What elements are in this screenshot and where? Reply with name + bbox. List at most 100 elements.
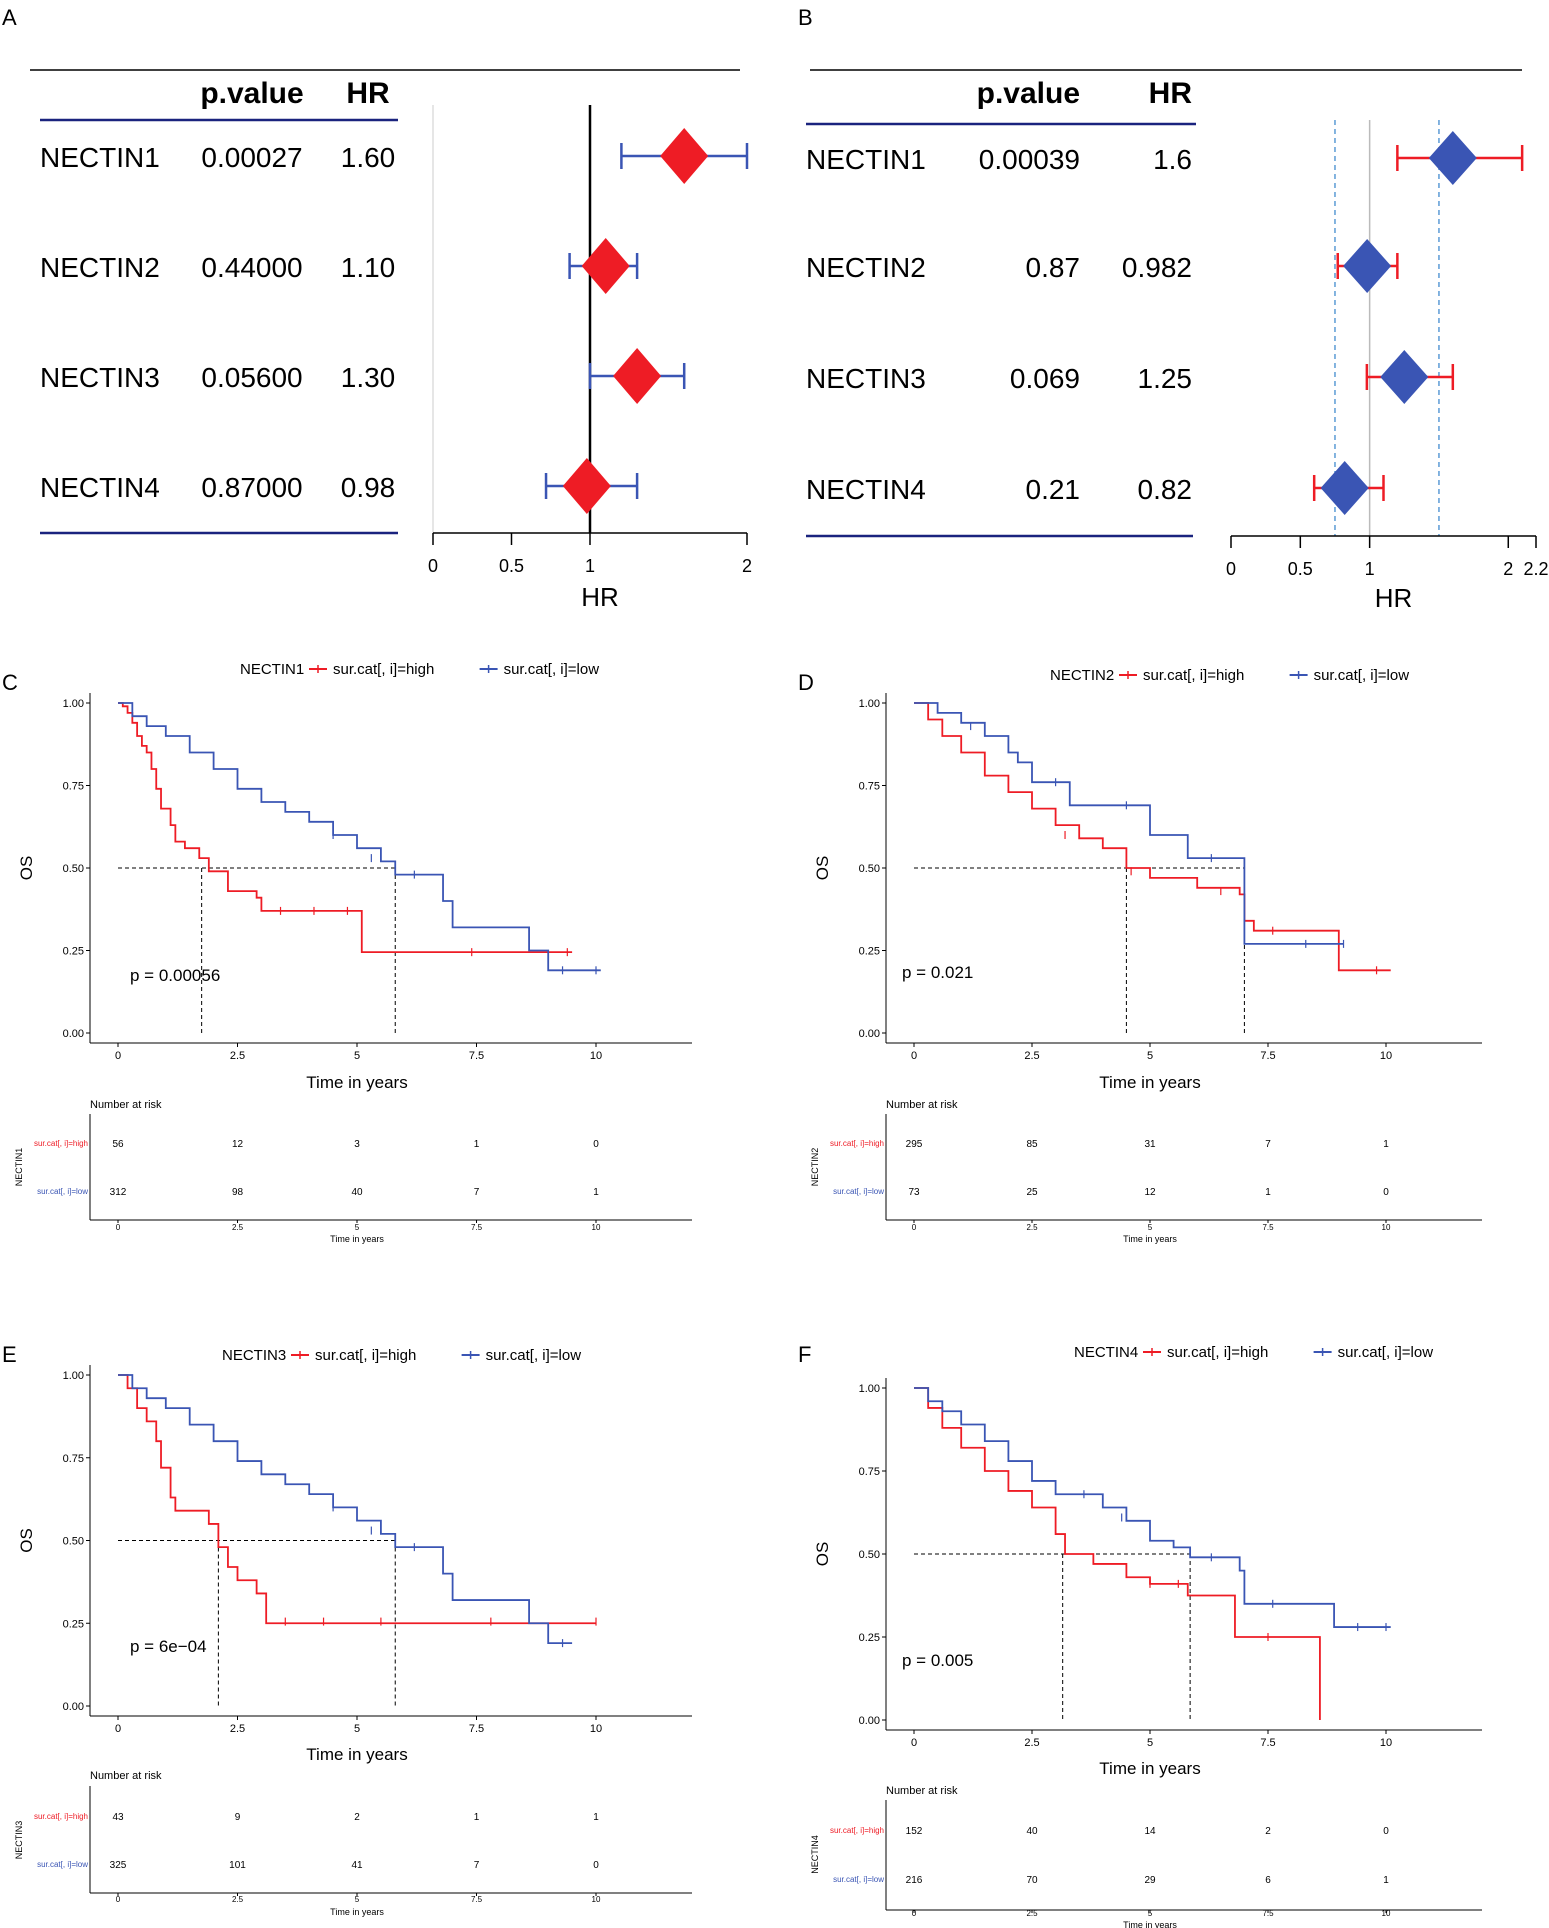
legend-title: NECTIN2 xyxy=(1050,667,1114,684)
hr-diamond xyxy=(562,458,611,514)
x-tick-label: 10 xyxy=(590,1723,602,1735)
y-tick-label: 1.00 xyxy=(63,698,84,710)
gene-name: NECTIN1 xyxy=(40,142,160,173)
p-value: 0.87 xyxy=(1026,252,1081,283)
legend-title: NECTIN3 xyxy=(222,1347,286,1364)
x-tick-label: 0 xyxy=(115,1050,121,1062)
risk-row-label-high: sur.cat[, i]=high xyxy=(34,1812,88,1821)
y-tick-label: 0.75 xyxy=(63,1453,84,1465)
risk-value: 56 xyxy=(112,1139,124,1150)
forest-row: NECTIN1 0.00039 1.6 xyxy=(806,131,1524,185)
p-value: 0.44000 xyxy=(201,252,302,283)
risk-value: 73 xyxy=(908,1187,920,1198)
forest-row: NECTIN4 0.87000 0.98 xyxy=(40,458,639,514)
x-tick-label: 0 xyxy=(911,1737,917,1749)
forest-row: NECTIN3 0.069 1.25 xyxy=(806,350,1455,404)
risk-value: 7 xyxy=(474,1187,480,1198)
x-tick-label: 2.5 xyxy=(230,1723,245,1735)
risk-value: 0 xyxy=(1383,1826,1389,1837)
risk-value: 25 xyxy=(1026,1187,1038,1198)
y-tick-label: 0.75 xyxy=(63,781,84,793)
risk-value: 2 xyxy=(354,1812,360,1823)
risk-row-label-low: sur.cat[, i]=low xyxy=(833,1875,884,1884)
panel-label-c: C xyxy=(2,670,18,695)
panel-label-e: E xyxy=(2,1342,17,1367)
km-curve-low xyxy=(118,1374,573,1645)
risk-x-tick-label: 7.5 xyxy=(1262,1223,1274,1232)
x-axis-title: HR xyxy=(1375,583,1413,613)
forest-row: NECTIN4 0.21 0.82 xyxy=(806,461,1385,515)
y-tick-label: 0.00 xyxy=(859,1715,880,1727)
x-tick-label: 7.5 xyxy=(469,1050,484,1062)
risk-value: 2 xyxy=(1265,1826,1271,1837)
risk-row-label-low: sur.cat[, i]=low xyxy=(37,1187,88,1196)
risk-value: 12 xyxy=(1144,1187,1156,1198)
hr-value: 0.82 xyxy=(1138,474,1193,505)
y-tick-label: 0.50 xyxy=(859,863,880,875)
risk-row-label-low: sur.cat[, i]=low xyxy=(37,1860,88,1869)
y-tick-label: 0.50 xyxy=(63,1536,84,1548)
p-value-label: p = 0.005 xyxy=(902,1651,973,1670)
hr-value: 0.98 xyxy=(341,472,396,503)
risk-x-tick-label: 7.5 xyxy=(471,1223,483,1232)
risk-value: 6 xyxy=(1265,1875,1271,1886)
x-axis-title: Time in years xyxy=(306,1073,407,1092)
x-tick-label: 10 xyxy=(1380,1050,1392,1062)
x-axis-title: Time in years xyxy=(1099,1073,1200,1092)
p-value: 0.00039 xyxy=(979,144,1080,175)
risk-x-axis-title: Time in years xyxy=(330,1234,384,1244)
legend-entry-low: sur.cat[, i]=low xyxy=(486,1347,582,1364)
x-tick-label: 1 xyxy=(585,556,595,576)
x-tick-label: 5 xyxy=(1147,1737,1153,1749)
x-tick-label: 10 xyxy=(590,1050,602,1062)
x-tick-label: 10 xyxy=(1380,1737,1392,1749)
risk-value: 70 xyxy=(1026,1875,1038,1886)
x-tick-label: 5 xyxy=(1147,1050,1153,1062)
risk-value: 40 xyxy=(1026,1826,1038,1837)
column-header-pvalue: p.value xyxy=(977,77,1080,110)
risk-x-tick-label: 10 xyxy=(1382,1909,1391,1918)
x-tick-label: 0 xyxy=(1226,559,1236,579)
risk-x-tick-label: 2.5 xyxy=(1026,1909,1038,1918)
legend: NECTIN4 sur.cat[, i]=high sur.cat[, i]=low xyxy=(1074,1344,1433,1361)
km-curve-high xyxy=(118,1374,596,1625)
column-header-pvalue: p.value xyxy=(200,77,303,110)
risk-table-title: Number at risk xyxy=(90,1099,162,1111)
x-tick-label: 0 xyxy=(115,1723,121,1735)
x-tick-label: 7.5 xyxy=(469,1723,484,1735)
forest-row: NECTIN2 0.87 0.982 xyxy=(806,239,1399,293)
x-tick-label: 0 xyxy=(911,1050,917,1062)
risk-value: 325 xyxy=(110,1860,127,1871)
risk-x-tick-label: 7.5 xyxy=(471,1895,483,1904)
gene-name: NECTIN3 xyxy=(40,362,160,393)
y-tick-label: 1.00 xyxy=(63,1370,84,1382)
hr-value: 1.60 xyxy=(341,142,396,173)
x-tick-label: 0.5 xyxy=(1288,559,1313,579)
x-tick-label: 7.5 xyxy=(1260,1050,1275,1062)
x-tick-label: 7.5 xyxy=(1260,1737,1275,1749)
legend-entry-high: sur.cat[, i]=high xyxy=(333,661,434,678)
y-tick-label: 0.50 xyxy=(63,863,84,875)
risk-x-axis-title: Time in years xyxy=(330,1907,384,1917)
risk-value: 0 xyxy=(593,1860,599,1871)
risk-value: 1 xyxy=(593,1187,599,1198)
legend: NECTIN3 sur.cat[, i]=high sur.cat[, i]=low xyxy=(222,1347,581,1364)
risk-value: 43 xyxy=(112,1812,124,1823)
y-tick-label: 0.25 xyxy=(859,946,880,958)
hr-value: 1.30 xyxy=(341,362,396,393)
km-curve-low xyxy=(914,1387,1391,1628)
y-tick-label: 0.00 xyxy=(859,1028,880,1040)
risk-value: 85 xyxy=(1026,1139,1038,1150)
y-tick-label: 1.00 xyxy=(859,1383,880,1395)
risk-value: 295 xyxy=(906,1139,923,1150)
x-tick-label: 2.5 xyxy=(1024,1737,1039,1749)
risk-x-tick-label: 10 xyxy=(592,1895,601,1904)
legend: NECTIN2 sur.cat[, i]=high sur.cat[, i]=low xyxy=(1050,667,1409,684)
hr-value: 1.10 xyxy=(341,252,396,283)
legend-entry-high: sur.cat[, i]=high xyxy=(1167,1344,1268,1361)
column-header-hr: HR xyxy=(1149,77,1193,110)
legend-title: NECTIN4 xyxy=(1074,1344,1138,1361)
p-value-label: p = 0.00056 xyxy=(130,966,220,985)
